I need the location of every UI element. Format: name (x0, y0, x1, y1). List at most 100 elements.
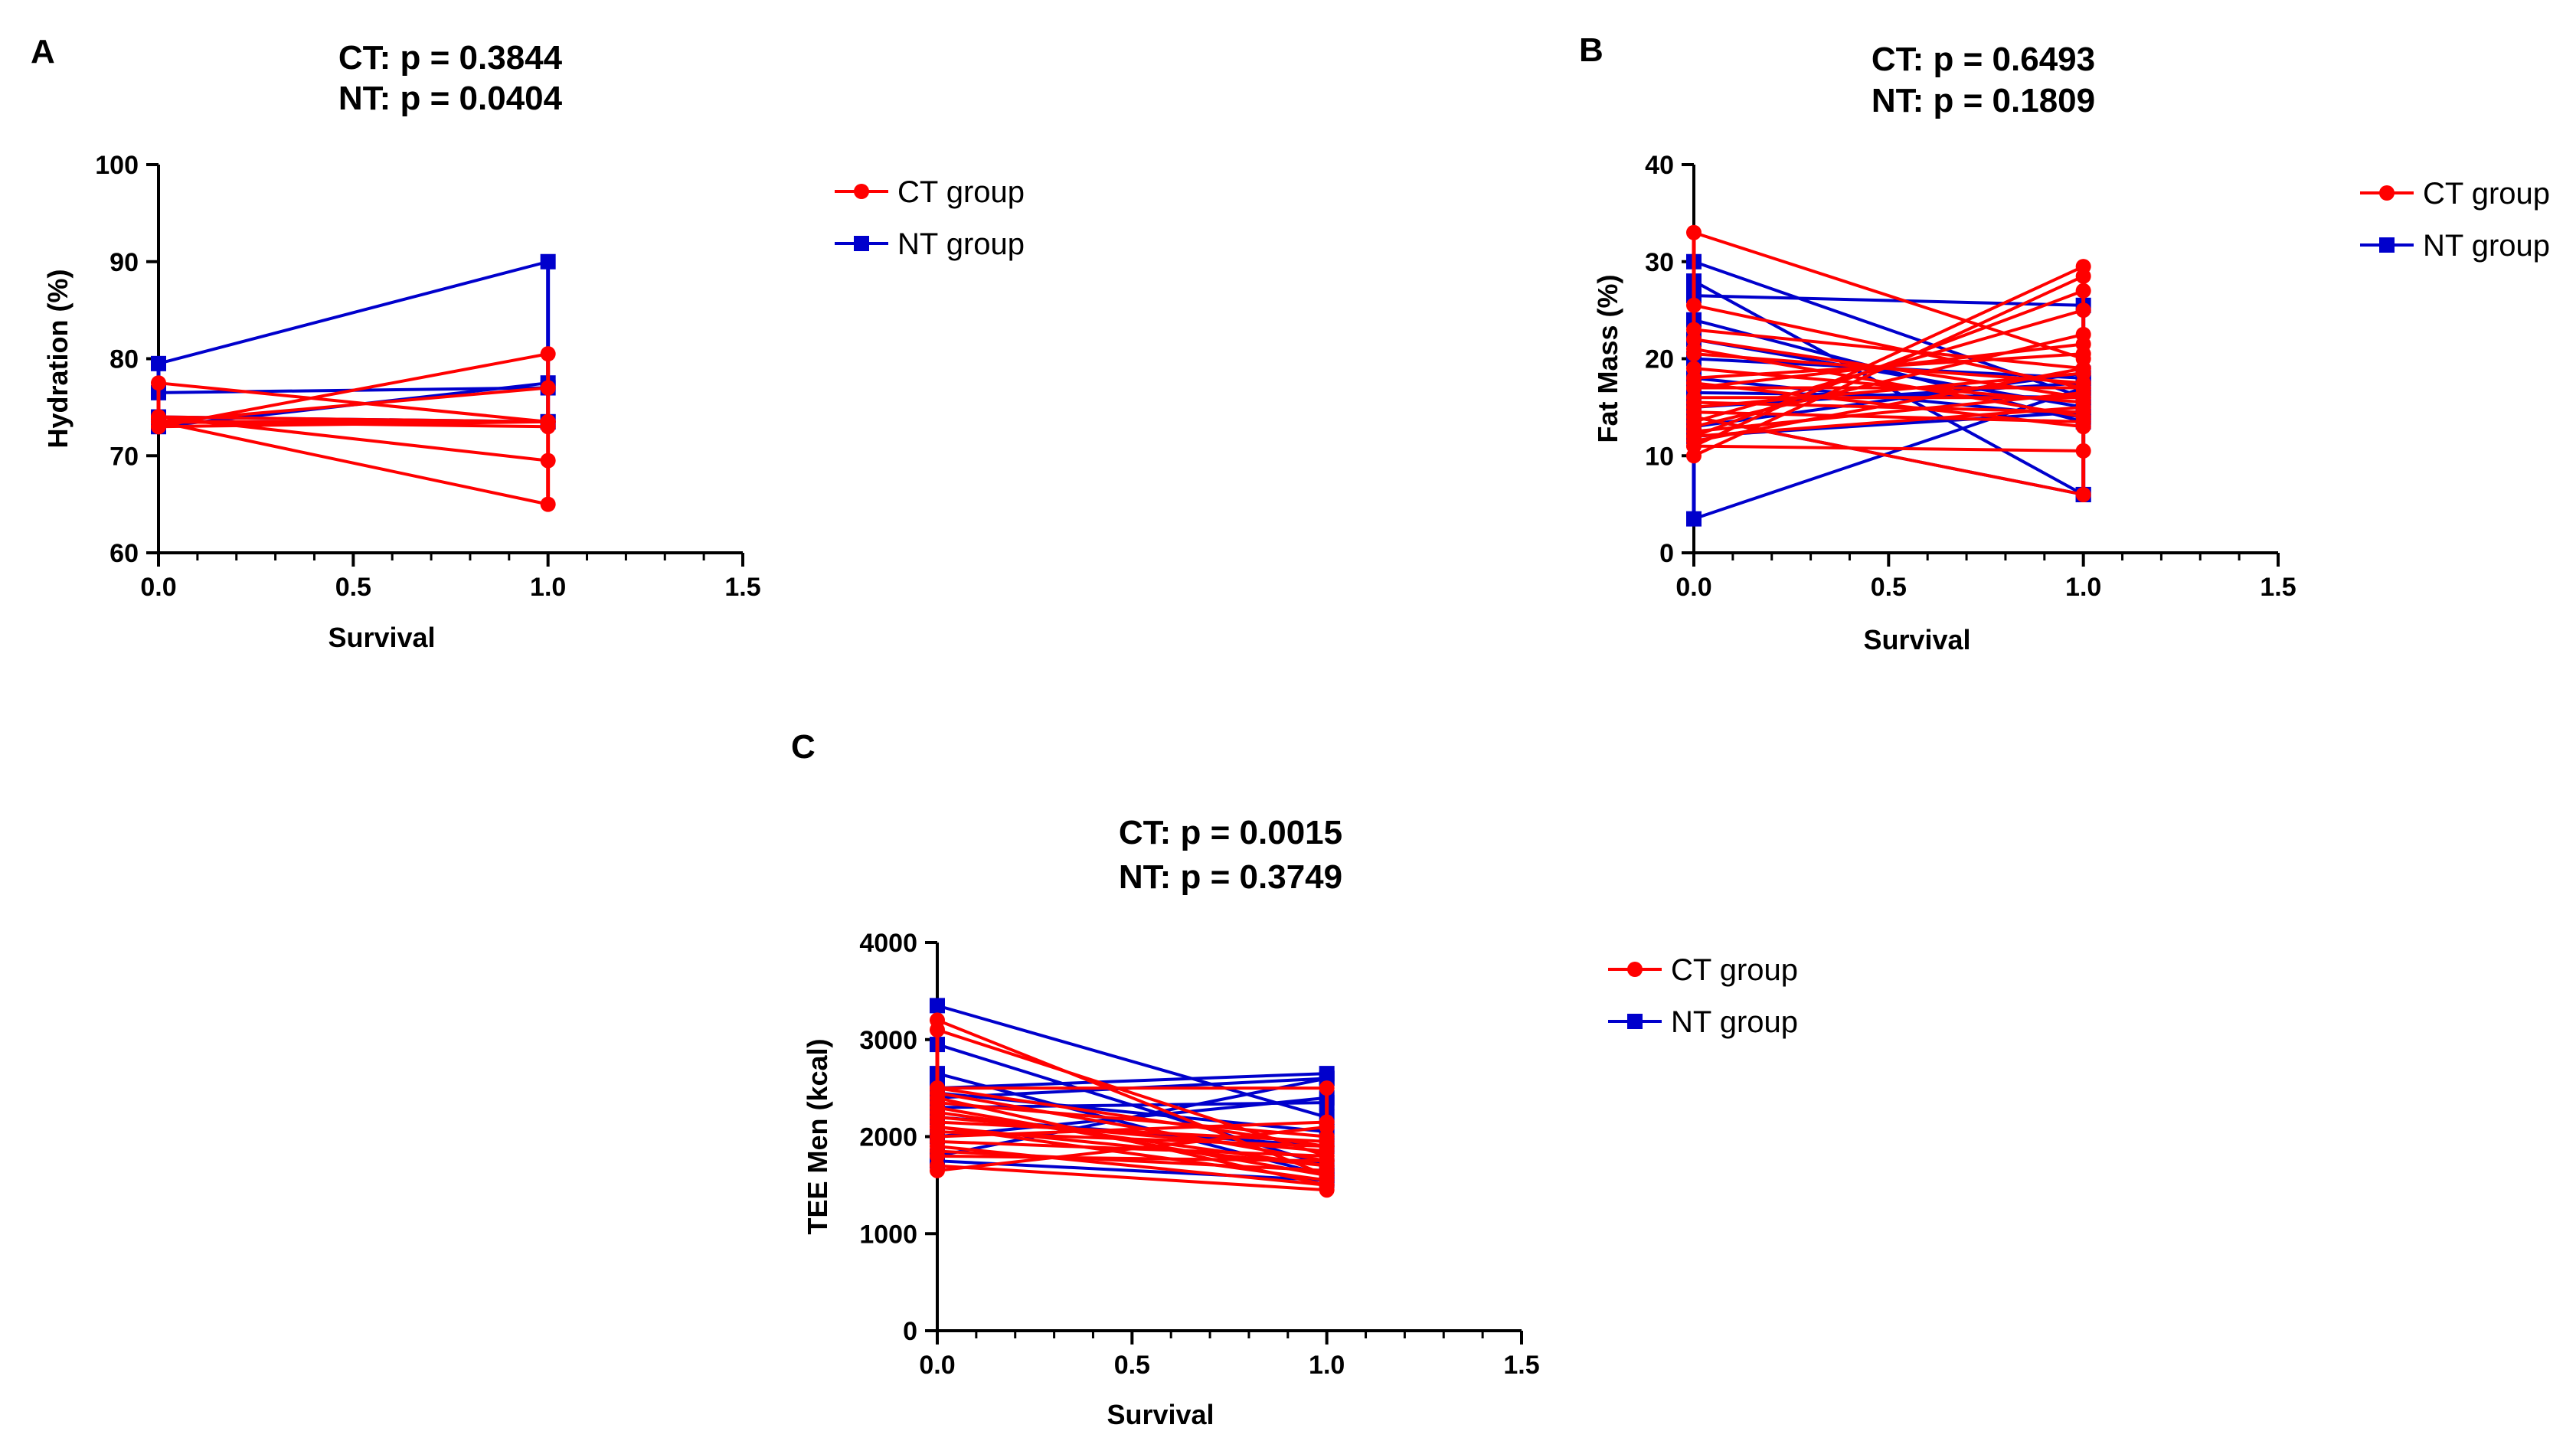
chart-title-line: NT: p = 0.3749 (1119, 858, 1342, 896)
paired-line (1693, 371, 2084, 409)
data-point (1319, 1119, 1335, 1135)
data-point (2075, 443, 2091, 459)
data-point (2075, 302, 2091, 319)
paired-line (937, 1116, 1327, 1153)
y-axis-title: Hydration (%) (42, 270, 74, 449)
paired-line (1693, 415, 2084, 496)
data-point (151, 355, 166, 371)
legend-item-nt: NT group (2360, 229, 2550, 263)
data-point (540, 413, 556, 430)
data-point (2075, 361, 2091, 377)
y-axis-title: TEE Men (kcal) (802, 1038, 833, 1234)
x-tick-label: 0.0 (919, 1351, 955, 1380)
y-tick-label: 80 (110, 345, 139, 374)
paired-line (1693, 274, 2084, 458)
data-point (540, 453, 556, 469)
paired-line (158, 415, 548, 462)
data-point (1319, 1182, 1335, 1198)
legend-label: NT group (2423, 229, 2550, 263)
legend-label: CT group (2423, 177, 2550, 211)
data-point (2075, 380, 2091, 396)
legend-marker (854, 184, 869, 199)
x-tick-label: 1.5 (2260, 573, 2296, 602)
x-tick-label: 1.0 (2065, 573, 2101, 602)
x-tick-label: 0.0 (140, 573, 176, 602)
paired-line (158, 381, 548, 423)
data-point (540, 346, 556, 362)
data-point (1319, 1080, 1335, 1096)
paired-line (937, 1120, 1327, 1143)
x-tick-label: 0.5 (1871, 573, 1907, 602)
y-tick-label: 20 (1645, 345, 1674, 374)
paired-line (1693, 294, 2084, 307)
data-point (1686, 380, 1702, 396)
paired-line (158, 420, 548, 429)
chart-title-line: NT: p = 0.0404 (338, 80, 563, 117)
y-tick-label: 0 (903, 1317, 917, 1346)
data-point (151, 375, 166, 391)
paired-line (1693, 303, 2084, 390)
data-point (930, 1158, 945, 1174)
y-tick-label: 4000 (859, 929, 917, 958)
data-point (1686, 409, 1702, 425)
data-point (540, 253, 556, 270)
data-point (2075, 413, 2091, 430)
data-point (1686, 297, 1702, 313)
paired-line (158, 386, 548, 423)
x-tick-label: 0.5 (1114, 1351, 1150, 1380)
paired-line (1693, 347, 2084, 419)
y-tick-label: 0 (1659, 539, 1674, 568)
paired-line (937, 1145, 1327, 1187)
data-point (540, 380, 556, 396)
paired-line (158, 260, 549, 365)
data-point (930, 998, 945, 1014)
paired-line (158, 420, 549, 506)
legend-marker (1627, 1014, 1643, 1029)
legend-item-ct: CT group (1608, 953, 1798, 987)
ct-series (1686, 224, 2091, 502)
ct-series (930, 1012, 1335, 1198)
paired-line (937, 1101, 1327, 1139)
paired-line (1693, 405, 2084, 438)
y-tick-label: 100 (95, 151, 139, 180)
legend-label: NT group (1671, 1005, 1798, 1039)
paired-line (937, 1086, 1327, 1148)
data-point (1319, 1158, 1335, 1174)
legend-item-nt: NT group (1608, 1005, 1798, 1039)
paired-line (937, 1125, 1327, 1172)
data-point (540, 496, 556, 512)
chart-panel-b: B CT: p = 0.6493 NT: p = 0.1809 0 10 20 30 40 0.… (1579, 31, 2550, 655)
data-point (1686, 224, 1702, 240)
y-tick-label: 30 (1645, 248, 1674, 277)
x-axis-title: Survival (328, 622, 435, 653)
data-point (2075, 486, 2091, 502)
paired-line (937, 1149, 1327, 1172)
data-point (2075, 259, 2091, 275)
chart-panel-c: C CT: p = 0.0015 NT: p = 0.3749 0 1000 2000 30… (791, 728, 1798, 1430)
y-tick-label: 90 (110, 248, 139, 277)
legend-marker (2379, 185, 2395, 201)
chart-title-line: CT: p = 0.0015 (1119, 814, 1342, 851)
y-tick-label: 2000 (859, 1123, 917, 1152)
data-point (2075, 326, 2091, 342)
nt-series (151, 253, 556, 435)
legend-marker (2379, 237, 2395, 253)
x-tick-label: 1.0 (1309, 1351, 1345, 1380)
paired-line (1693, 230, 2084, 361)
data-point (930, 1119, 945, 1135)
x-tick-label: 1.5 (1503, 1351, 1539, 1380)
data-point (2075, 399, 2091, 415)
x-tick-label: 0.5 (335, 573, 371, 602)
x-tick-label: 0.0 (1675, 573, 1711, 602)
x-axis-title: Survival (1107, 1399, 1214, 1430)
x-tick-label: 1.5 (724, 573, 760, 602)
legend-item-ct: CT group (2360, 177, 2550, 211)
paired-line (1693, 265, 2084, 448)
legend-item-ct: CT group (835, 175, 1025, 209)
y-tick-label: 10 (1645, 442, 1674, 471)
legend-label: CT group (897, 175, 1025, 209)
data-point (930, 1080, 945, 1096)
paired-line (937, 1106, 1328, 1178)
legend-label: NT group (897, 227, 1025, 261)
